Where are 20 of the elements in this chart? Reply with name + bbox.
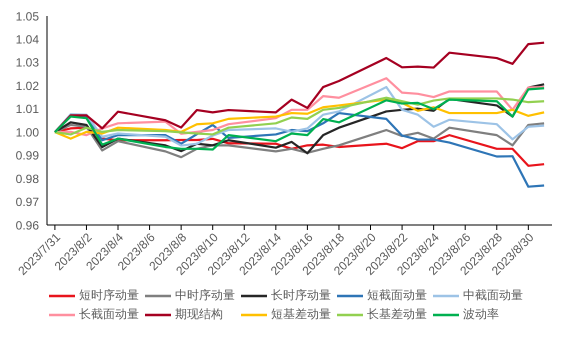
y-tick-label: 1.03 xyxy=(16,56,40,70)
legend-label: 中时序动量 xyxy=(175,287,235,304)
y-tick-label: 0.99 xyxy=(16,148,40,163)
y-tick-label: 0.98 xyxy=(16,172,40,186)
legend-label: 短时序动量 xyxy=(79,287,139,304)
y-tick-label: 0.96 xyxy=(16,218,40,232)
legend-label: 中截面动量 xyxy=(463,287,523,304)
legend-label: 长时序动量 xyxy=(271,287,331,304)
legend-label: 波动率 xyxy=(463,306,499,323)
y-tick-label: 1.00 xyxy=(16,125,40,140)
legend-label: 短截面动量 xyxy=(367,287,427,304)
y-tick-label: 1.04 xyxy=(16,32,40,46)
legend-label: 长基差动量 xyxy=(367,306,427,323)
legend-label: 长截面动量 xyxy=(79,306,139,323)
legend-label: 期现结构 xyxy=(175,306,223,323)
legend-label: 短基差动量 xyxy=(271,306,331,323)
y-tick-label: 1.02 xyxy=(16,78,40,93)
y-tick-label: 1.01 xyxy=(16,102,40,116)
y-tick-label: 0.97 xyxy=(16,195,40,210)
y-tick-label: 1.05 xyxy=(16,9,40,24)
